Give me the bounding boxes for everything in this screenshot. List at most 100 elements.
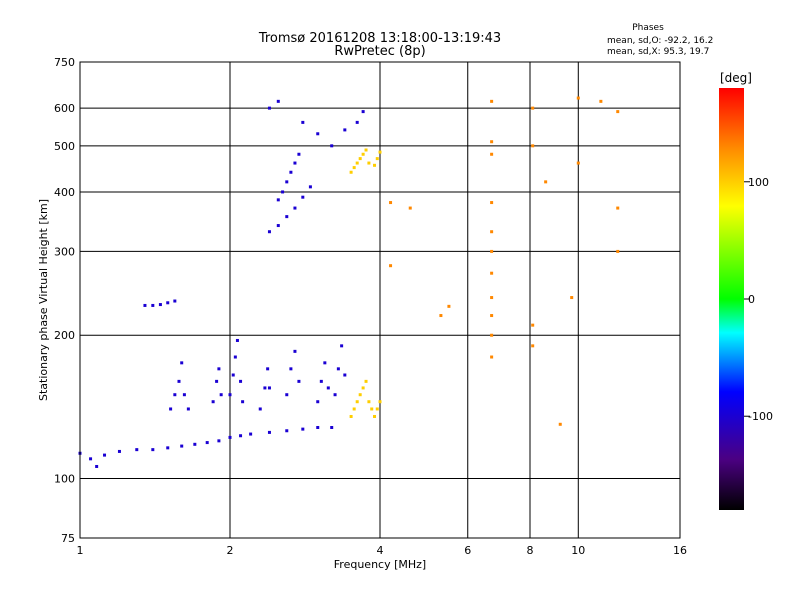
- data-point: [531, 106, 535, 110]
- x-tick-label: 2: [227, 544, 234, 557]
- data-point: [343, 128, 347, 132]
- data-point: [117, 449, 121, 453]
- data-point: [389, 264, 393, 268]
- data-point: [531, 323, 535, 327]
- data-point: [375, 157, 379, 161]
- data-point: [205, 441, 209, 445]
- data-point: [490, 271, 494, 275]
- data-point: [531, 144, 535, 148]
- data-point: [375, 407, 379, 411]
- data-point: [293, 349, 297, 353]
- data-point: [490, 355, 494, 359]
- data-point: [285, 429, 289, 433]
- data-point: [531, 344, 535, 348]
- data-point: [330, 425, 334, 429]
- data-point: [301, 120, 305, 124]
- chart-subtitle: RwPretec (8p): [334, 44, 425, 59]
- data-point: [343, 373, 347, 377]
- chart-title: Tromsø 20161208 13:18:00-13:19:43: [258, 31, 501, 46]
- data-point: [361, 152, 365, 156]
- y-axis-label: Stationary phase Virtual Height [km]: [37, 199, 50, 401]
- data-point: [186, 407, 190, 411]
- data-point: [231, 373, 235, 377]
- data-point: [281, 190, 285, 194]
- y-tick-label: 600: [54, 102, 75, 115]
- data-point: [490, 230, 494, 234]
- y-tick-label: 750: [54, 56, 75, 69]
- data-point: [447, 304, 451, 308]
- data-point: [219, 393, 223, 397]
- stats-line-o: mean, sd,O: -92.2, 16.2: [607, 36, 713, 46]
- data-point: [297, 152, 301, 156]
- data-point: [217, 367, 221, 371]
- colorbar-ticks: 100 0 -100: [744, 176, 773, 423]
- data-point: [367, 400, 371, 404]
- data-point: [143, 303, 147, 307]
- data-point: [490, 140, 494, 144]
- data-point: [158, 303, 162, 307]
- data-point: [364, 148, 368, 152]
- data-point: [490, 333, 494, 337]
- data-point: [378, 400, 382, 404]
- data-point: [293, 206, 297, 210]
- data-point: [297, 379, 301, 383]
- data-point: [355, 400, 359, 404]
- data-point: [616, 249, 620, 253]
- colorbar-tick-label: -100: [748, 410, 773, 423]
- data-point: [103, 453, 107, 457]
- data-point: [267, 230, 271, 234]
- data-point: [576, 161, 580, 165]
- data-points: [78, 96, 620, 468]
- data-point: [558, 422, 562, 426]
- data-point: [293, 161, 297, 165]
- data-point: [367, 161, 371, 165]
- data-point: [355, 161, 359, 165]
- data-point: [333, 393, 337, 397]
- data-point: [241, 400, 245, 404]
- y-tick-label: 400: [54, 186, 75, 199]
- data-point: [233, 355, 237, 359]
- data-point: [276, 99, 280, 103]
- data-point: [439, 314, 443, 318]
- y-tick-label: 100: [54, 473, 75, 486]
- data-point: [239, 379, 243, 383]
- data-point: [490, 99, 494, 103]
- colorbar: [719, 88, 744, 510]
- colorbar-tick-label: 0: [748, 293, 755, 306]
- data-point: [364, 379, 368, 383]
- x-axis-label: Frequency [MHz]: [334, 558, 426, 571]
- data-point: [373, 414, 377, 418]
- data-point: [182, 393, 186, 397]
- x-tick-label: 4: [377, 544, 384, 557]
- data-point: [289, 367, 293, 371]
- data-point: [352, 166, 356, 170]
- data-point: [389, 201, 393, 205]
- data-point: [378, 150, 382, 154]
- data-point: [267, 106, 271, 110]
- data-point: [267, 430, 271, 434]
- data-point: [235, 338, 239, 342]
- data-point: [361, 110, 365, 114]
- data-point: [151, 448, 155, 452]
- data-point: [258, 407, 262, 411]
- data-point: [151, 303, 155, 307]
- data-point: [228, 435, 232, 439]
- data-point: [239, 434, 243, 438]
- x-tick-label: 8: [527, 544, 534, 557]
- axis-tick-labels: 1 2 4 6 8 10 16 75 100 200 300 400 500 600 750: [54, 56, 687, 557]
- data-point: [326, 386, 330, 390]
- data-point: [263, 386, 267, 390]
- data-point: [217, 439, 221, 443]
- data-point: [316, 425, 320, 429]
- data-point: [249, 432, 253, 436]
- data-point: [340, 344, 344, 348]
- data-point: [490, 201, 494, 205]
- data-point: [490, 314, 494, 318]
- data-point: [180, 444, 184, 448]
- data-point: [285, 215, 289, 219]
- data-point: [173, 299, 177, 303]
- x-tick-label: 10: [571, 544, 585, 557]
- y-tick-label: 75: [61, 532, 75, 545]
- colorbar-label: [deg]: [720, 71, 752, 85]
